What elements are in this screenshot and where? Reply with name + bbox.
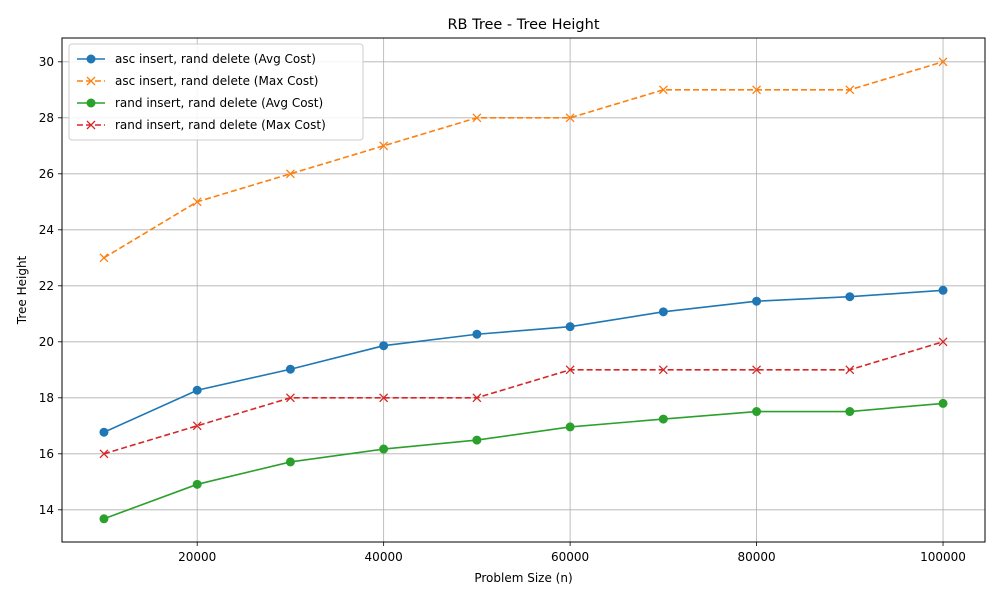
- data-point: [192, 385, 202, 395]
- x-tick-label: 20000: [178, 550, 216, 564]
- data-point: [379, 141, 389, 151]
- series-4: [99, 337, 948, 459]
- data-point: [845, 365, 855, 375]
- y-axis-label: Tree Height: [15, 255, 29, 325]
- series-line: [103, 289, 944, 433]
- series-group: [99, 57, 948, 524]
- legend-item: rand insert, rand delete (Max Cost): [77, 118, 326, 132]
- data-point: [752, 407, 762, 417]
- data-point: [99, 427, 109, 437]
- x-tick-label: 40000: [365, 550, 403, 564]
- y-axis-ticks: 14 16 18 20 22 24 26 28 30: [39, 55, 62, 517]
- x-tick-label: 100000: [920, 550, 966, 564]
- y-tick-label: 18: [39, 391, 54, 405]
- series-2: [99, 57, 948, 263]
- data-point: [845, 407, 855, 417]
- y-tick-label: 30: [39, 55, 54, 69]
- legend-box: [68, 43, 364, 141]
- grid-lines: [62, 38, 985, 542]
- data-point: [658, 365, 668, 375]
- data-point: [565, 322, 575, 332]
- plot-frame: [61, 37, 986, 543]
- y-tick-label: 26: [39, 167, 54, 181]
- data-point: [845, 85, 855, 95]
- data-point: [285, 393, 295, 403]
- legend-label: asc insert, rand delete (Avg Cost): [115, 52, 316, 66]
- legend-label: rand insert, rand delete (Max Cost): [115, 118, 326, 132]
- series-3: [99, 398, 948, 524]
- data-point: [752, 296, 762, 306]
- legend: asc insert, rand delete (Avg Cost) asc in…: [68, 43, 364, 141]
- y-tick-label: 28: [39, 111, 54, 125]
- y-tick-label: 22: [39, 279, 54, 293]
- legend-item: asc insert, rand delete (Max Cost): [77, 74, 318, 88]
- series-line: [103, 402, 944, 520]
- data-point: [565, 113, 575, 123]
- data-point: [472, 329, 482, 339]
- x-tick-label: 60000: [551, 550, 589, 564]
- y-tick-label: 14: [39, 503, 54, 517]
- data-point: [86, 76, 96, 86]
- chart-title: RB Tree - Tree Height: [447, 17, 599, 33]
- data-point: [752, 365, 762, 375]
- data-point: [472, 393, 482, 403]
- data-point: [86, 54, 96, 64]
- data-point: [99, 253, 109, 263]
- data-point: [192, 197, 202, 207]
- data-point: [472, 435, 482, 445]
- data-point: [285, 457, 295, 467]
- x-axis-ticks: 20000 40000 60000 80000 100000: [178, 542, 966, 564]
- series-1: [99, 285, 948, 437]
- data-point: [658, 85, 668, 95]
- series-line: [103, 341, 944, 455]
- data-point: [379, 341, 389, 351]
- data-point: [99, 514, 109, 524]
- x-tick-label: 80000: [737, 550, 775, 564]
- data-point: [86, 98, 96, 108]
- data-point: [472, 113, 482, 123]
- legend-item: rand insert, rand delete (Avg Cost): [77, 96, 323, 110]
- data-point: [565, 365, 575, 375]
- data-point: [192, 479, 202, 489]
- legend-label: asc insert, rand delete (Max Cost): [115, 74, 318, 88]
- data-point: [938, 57, 948, 67]
- data-point: [192, 421, 202, 431]
- data-point: [658, 414, 668, 424]
- x-axis-label: Problem Size (n): [474, 571, 572, 585]
- data-point: [845, 292, 855, 302]
- data-point: [379, 393, 389, 403]
- data-point: [285, 169, 295, 179]
- data-point: [938, 285, 948, 295]
- y-tick-label: 16: [39, 447, 54, 461]
- data-point: [938, 398, 948, 408]
- data-point: [658, 307, 668, 317]
- data-point: [379, 444, 389, 454]
- data-point: [86, 120, 96, 130]
- data-point: [565, 422, 575, 432]
- legend-item: asc insert, rand delete (Avg Cost): [77, 52, 316, 66]
- legend-label: rand insert, rand delete (Avg Cost): [115, 96, 323, 110]
- y-tick-label: 24: [39, 223, 54, 237]
- data-point: [752, 85, 762, 95]
- series-line: [103, 61, 944, 259]
- data-point: [938, 337, 948, 347]
- data-point: [285, 364, 295, 374]
- y-tick-label: 20: [39, 335, 54, 349]
- data-point: [99, 449, 109, 459]
